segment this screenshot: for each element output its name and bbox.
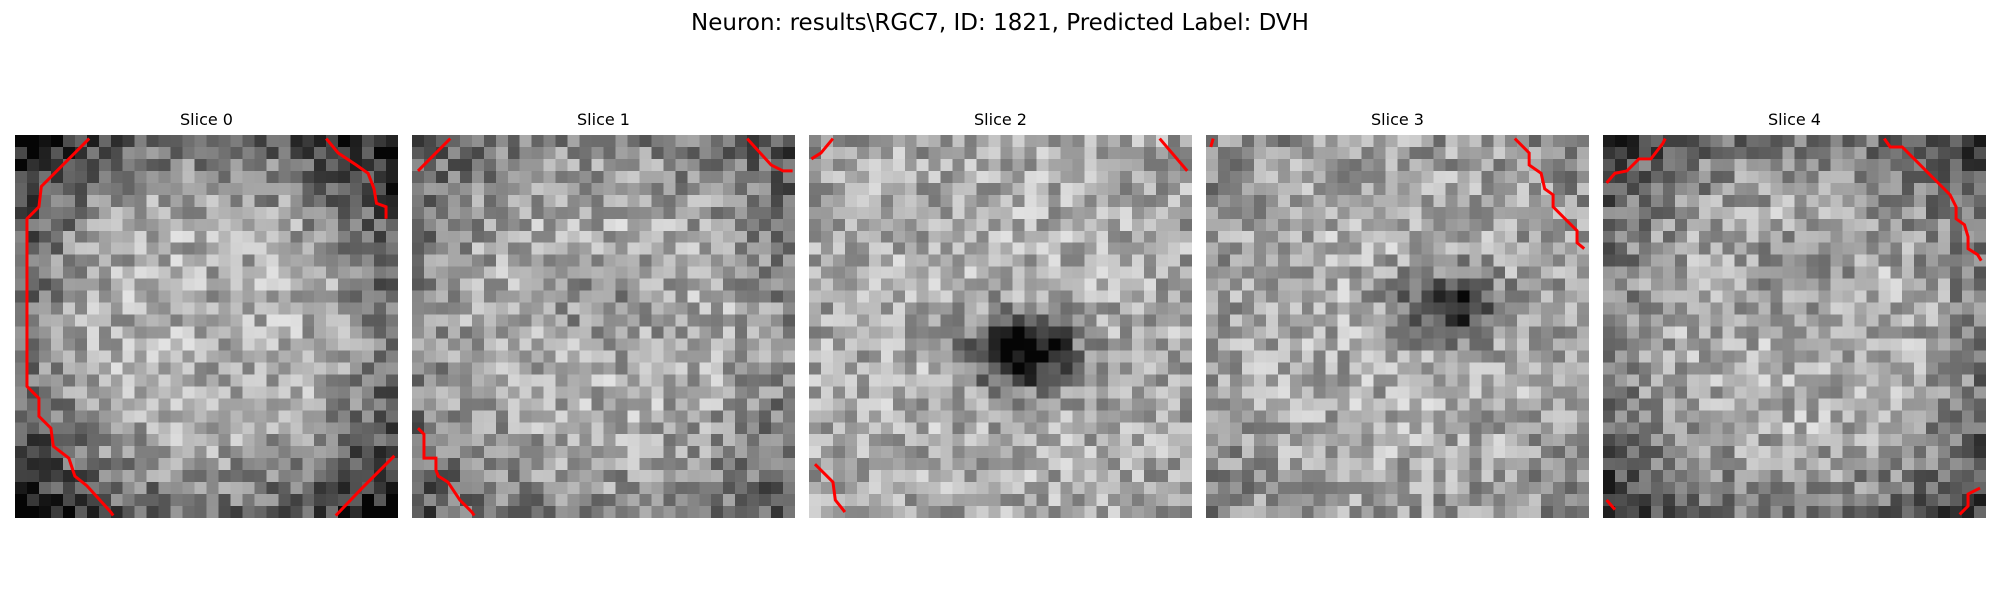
slice-title: Slice 3 xyxy=(1371,110,1424,129)
contour-line xyxy=(746,137,793,173)
contour-line xyxy=(1883,137,1983,262)
contour-line xyxy=(25,137,115,517)
contour-line xyxy=(334,454,396,517)
slice-panel-2: Slice 2 xyxy=(809,108,1192,520)
slice-image xyxy=(1603,135,1986,518)
figure-title: Neuron: results\RGC7, ID: 1821, Predicte… xyxy=(691,10,1309,36)
slice-image xyxy=(809,135,1192,518)
contour-line xyxy=(1605,137,1667,184)
slice-title: Slice 0 xyxy=(180,110,233,129)
slice-panel-0: Slice 0 xyxy=(15,108,398,520)
contour-line xyxy=(1958,486,1981,516)
slice-panel-4: Slice 4 xyxy=(1603,108,1986,520)
slice-image xyxy=(1206,135,1589,518)
contour-line xyxy=(325,137,388,219)
slice-title: Slice 1 xyxy=(577,110,630,129)
slice-title: Slice 2 xyxy=(974,110,1027,129)
contour-line xyxy=(1513,137,1586,250)
contour-line xyxy=(813,463,847,513)
contour-line xyxy=(1209,138,1215,148)
slice-image xyxy=(412,135,795,518)
contour-line xyxy=(416,137,452,172)
contour-line xyxy=(1605,499,1617,511)
slice-panel-1: Slice 1 xyxy=(412,108,795,520)
contour-line xyxy=(1158,137,1189,172)
contour-line xyxy=(810,137,835,161)
slice-title: Slice 4 xyxy=(1768,110,1821,129)
slice-panel-3: Slice 3 xyxy=(1206,108,1589,520)
slice-image xyxy=(15,135,398,518)
contour-line xyxy=(416,427,476,517)
